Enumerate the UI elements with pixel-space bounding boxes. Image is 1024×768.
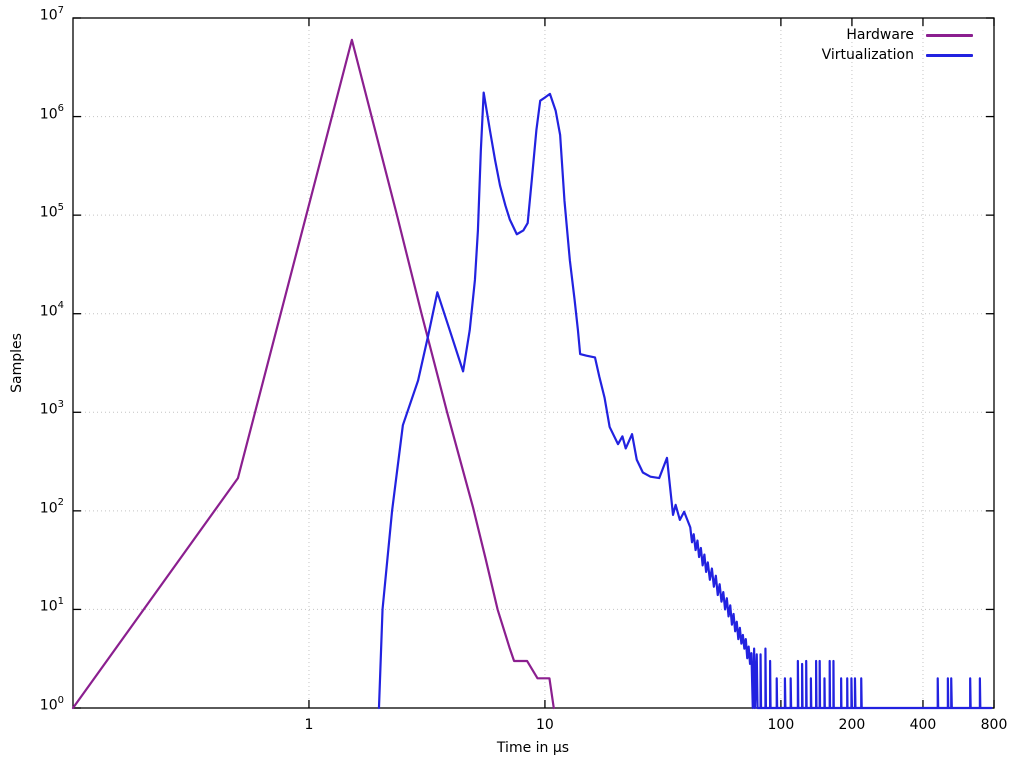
legend-label: Virtualization — [821, 47, 914, 63]
legend-swatch-hardware — [926, 33, 973, 37]
legend-swatch-virtualization — [926, 53, 973, 57]
legend-label: Hardware — [846, 27, 914, 43]
y-tick-label: 102 — [39, 497, 64, 517]
y-axis-title: Samples — [9, 333, 25, 393]
legend-item-virtualization: Virtualization — [822, 45, 973, 65]
tick-marks — [73, 17, 995, 709]
x-tick-label: 10 — [536, 717, 554, 733]
y-tick-label: 100 — [39, 694, 64, 714]
x-tick-label: 100 — [767, 717, 795, 733]
x-tick-label: 800 — [980, 717, 1008, 733]
series-line-hardware — [71, 38, 555, 710]
series-line-virtualization — [377, 91, 993, 710]
x-tick-label: 400 — [909, 717, 937, 733]
x-tick-label: 1 — [304, 717, 314, 733]
legend: Hardware Virtualization — [822, 25, 973, 65]
y-tick-label: 103 — [39, 398, 64, 418]
y-tick-label: 104 — [39, 300, 64, 320]
y-tick-label: 107 — [39, 4, 64, 24]
legend-item-hardware: Hardware — [822, 25, 973, 45]
x-tick-label: 200 — [838, 717, 866, 733]
y-tick-label: 105 — [39, 201, 64, 221]
plot-border — [72, 17, 995, 709]
y-tick-label: 101 — [39, 595, 64, 616]
y-tick-label: 106 — [39, 103, 64, 123]
x-axis-title: Time in µs — [496, 740, 570, 756]
grid — [73, 18, 994, 708]
